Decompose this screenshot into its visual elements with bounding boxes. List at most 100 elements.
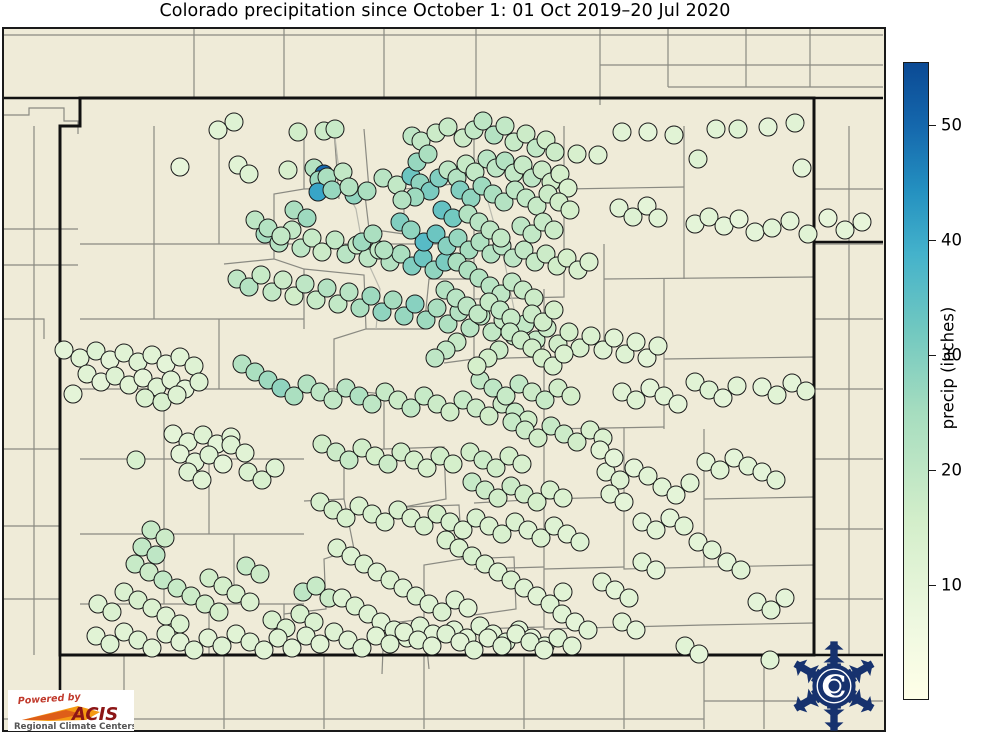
station-marker xyxy=(688,149,708,169)
acis-powered-by: Powered by xyxy=(17,692,81,707)
station-marker xyxy=(760,650,780,670)
station-marker xyxy=(273,270,293,290)
station-marker xyxy=(414,516,434,536)
station-marker xyxy=(336,508,356,528)
acis-brand: ACIS xyxy=(70,704,118,725)
station-marker xyxy=(560,200,580,220)
colorbar-label: precip (inches) xyxy=(938,306,958,430)
station-marker xyxy=(581,326,601,346)
station-marker xyxy=(623,207,643,227)
station-marker xyxy=(235,443,255,463)
station-marker xyxy=(467,356,487,376)
station-marker xyxy=(427,298,447,318)
station-marker xyxy=(664,125,684,145)
station-marker xyxy=(495,116,515,136)
station-marker xyxy=(818,208,838,228)
station-marker xyxy=(666,485,686,505)
station-marker xyxy=(567,432,587,452)
station-marker xyxy=(184,640,204,660)
colorbar-gradient xyxy=(903,62,929,700)
station-marker xyxy=(527,492,547,512)
station-marker xyxy=(648,336,668,356)
station-marker xyxy=(240,592,260,612)
station-marker xyxy=(375,512,395,532)
station-marker xyxy=(142,638,162,658)
station-marker xyxy=(425,348,445,368)
station-marker xyxy=(418,144,438,164)
station-marker xyxy=(192,470,212,490)
station-marker xyxy=(339,282,359,302)
station-marker xyxy=(212,636,232,656)
station-marker xyxy=(284,386,304,406)
station-marker xyxy=(297,208,317,228)
station-marker xyxy=(626,332,646,352)
colorbar-tick-label: 20 xyxy=(941,460,962,480)
station-marker xyxy=(252,470,272,490)
colorbar-tick xyxy=(929,470,936,472)
station-marker xyxy=(780,211,800,231)
station-marker xyxy=(383,290,403,310)
station-marker xyxy=(727,376,747,396)
colorbar-tick xyxy=(929,240,936,242)
station-marker xyxy=(213,454,233,474)
station-marker xyxy=(626,620,646,640)
station-marker xyxy=(610,470,630,490)
station-marker xyxy=(761,600,781,620)
station-marker xyxy=(479,406,499,426)
colorbar-tick xyxy=(929,585,936,587)
station-marker xyxy=(702,540,722,560)
station-marker xyxy=(265,458,285,478)
station-marker xyxy=(852,212,872,232)
station-marker xyxy=(239,164,259,184)
station-marker xyxy=(626,390,646,410)
station-marker xyxy=(317,278,337,298)
station-marker xyxy=(339,177,359,197)
station-marker xyxy=(254,640,274,660)
station-marker xyxy=(288,122,308,142)
station-marker xyxy=(710,460,730,480)
station-marker xyxy=(531,528,551,548)
colorado-climate-center-logo: C xyxy=(788,640,880,732)
chart-title: Colorado precipitation since October 1: … xyxy=(159,1,731,21)
station-marker xyxy=(567,144,587,164)
station-marker xyxy=(579,252,599,272)
station-marker xyxy=(796,381,816,401)
colorbar-tick-label: 30 xyxy=(941,345,962,365)
station-marker xyxy=(438,117,458,137)
station-marker xyxy=(102,602,122,622)
station-marker xyxy=(562,636,582,656)
station-marker xyxy=(762,218,782,238)
station-marker xyxy=(325,230,345,250)
station-marker xyxy=(361,286,381,306)
station-marker xyxy=(352,638,372,658)
station-marker xyxy=(619,588,639,608)
station-marker xyxy=(492,636,512,656)
station-marker xyxy=(401,220,421,240)
station-marker xyxy=(638,122,658,142)
station-marker xyxy=(486,458,506,478)
station-marker xyxy=(362,394,382,414)
station-marker xyxy=(323,390,343,410)
station-marker xyxy=(100,634,120,654)
station-marker xyxy=(357,181,377,201)
station-marker xyxy=(578,620,598,640)
station-marker xyxy=(405,294,425,314)
station-marker xyxy=(443,454,463,474)
station-marker xyxy=(728,119,748,139)
acis-tagline: Regional Climate Centers xyxy=(14,722,134,731)
station-marker xyxy=(785,113,805,133)
station-marker xyxy=(208,120,228,140)
station-marker xyxy=(798,224,818,244)
station-marker xyxy=(561,386,581,406)
station-marker xyxy=(729,209,749,229)
station-marker xyxy=(491,228,511,248)
station-marker xyxy=(126,450,146,470)
station-marker xyxy=(680,473,700,493)
station-marker xyxy=(835,220,855,240)
station-marker xyxy=(614,492,634,512)
colorbar-tick xyxy=(929,125,936,127)
station-marker xyxy=(250,564,270,584)
colorbar-tick-label: 40 xyxy=(941,230,962,250)
station-marker xyxy=(588,145,608,165)
